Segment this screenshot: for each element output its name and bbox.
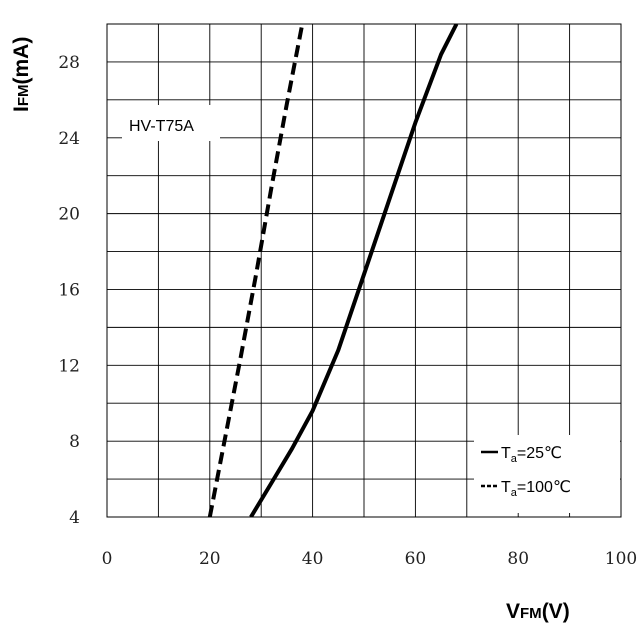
y-axis-label-main: I [10, 106, 33, 112]
series-line-ta-100c [207, 24, 305, 517]
y-tick-label: 8 [69, 432, 80, 452]
plot-frame [106, 23, 622, 518]
y-axis-label-unit: (mA) [10, 37, 33, 85]
legend-label-100c-main: T [501, 479, 511, 496]
x-tick-label: 100 [605, 549, 637, 569]
x-axis-label-main: V [506, 600, 520, 623]
x-tick-label: 0 [102, 549, 113, 569]
x-tick-label: 80 [507, 549, 529, 569]
x-axis-label-sub: FM [520, 605, 542, 622]
legend-label-25c-main: T [501, 445, 511, 462]
y-tick-label: 12 [58, 356, 80, 376]
x-tick-label: 60 [405, 549, 427, 569]
legend: Ta=25℃ Ta=100℃ [474, 435, 620, 513]
legend-background [474, 435, 620, 513]
y-tick-label: 24 [58, 129, 80, 149]
x-axis-label: VFM(V) [506, 600, 570, 623]
x-tick-label: 40 [302, 549, 324, 569]
y-axis-label-sub: FM [15, 84, 32, 106]
legend-label-25c-rest: =25℃ [517, 445, 562, 462]
tick-labels: 0 20 40 60 80 100 4 8 12 16 20 24 28 [58, 53, 637, 569]
legend-label-100c-sub: a [511, 487, 518, 499]
x-axis-label-unit: (V) [542, 600, 570, 623]
legend-label-100c-rest: =100℃ [517, 479, 571, 496]
y-tick-label: 20 [58, 205, 80, 225]
y-tick-label: 4 [69, 508, 80, 528]
chart-annotation: HV-T75A [129, 118, 194, 135]
y-tick-label: 16 [58, 280, 80, 300]
annotation-background [122, 105, 220, 141]
legend-label-25c-sub: a [511, 453, 518, 465]
legend-label-25c: Ta=25℃ [501, 445, 562, 465]
y-tick-label: 28 [58, 53, 80, 73]
legend-label-100c: Ta=100℃ [501, 479, 571, 499]
x-tick-label: 20 [199, 549, 221, 569]
y-axis-label: IFM(mA) [10, 37, 33, 112]
series-layer [207, 24, 459, 517]
series-line-ta-25c [249, 24, 459, 517]
